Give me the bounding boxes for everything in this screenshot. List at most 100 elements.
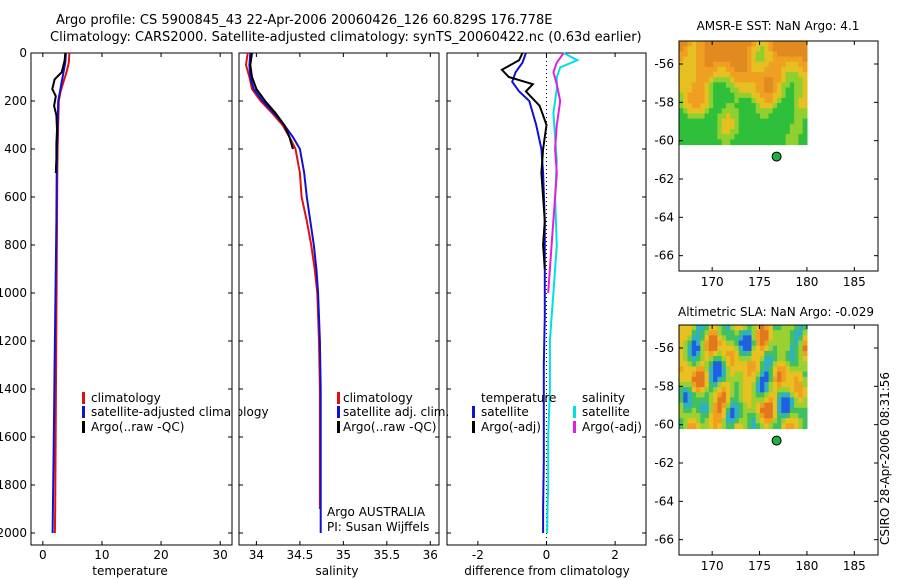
map-cell xyxy=(721,123,727,130)
map-cell xyxy=(683,325,689,331)
map-cell xyxy=(768,87,774,94)
map-cell xyxy=(704,139,710,146)
map-cell xyxy=(708,66,714,73)
map-cell xyxy=(704,361,710,368)
map-cell xyxy=(696,392,701,399)
map-cell xyxy=(730,335,736,342)
map-cell xyxy=(802,366,808,373)
map-cell xyxy=(730,41,736,47)
map-cell xyxy=(696,77,701,84)
map-cell xyxy=(768,61,774,68)
map-cell xyxy=(794,87,799,94)
y-tick-label: 1000 xyxy=(0,286,27,300)
map-cell xyxy=(683,381,689,388)
map-cell xyxy=(764,381,770,388)
map-cell xyxy=(794,397,799,404)
map-cell xyxy=(772,381,778,388)
map-cell xyxy=(730,103,736,109)
map-cell xyxy=(755,118,761,125)
map-cell xyxy=(713,56,718,63)
map-cell xyxy=(738,361,744,368)
map-cell xyxy=(725,376,731,383)
map-cell xyxy=(755,41,761,47)
map-cell xyxy=(683,103,689,109)
map-cell xyxy=(717,356,723,362)
map-cell xyxy=(747,123,753,130)
map-cell xyxy=(781,340,787,347)
map-cell xyxy=(725,366,731,373)
map-cell xyxy=(789,335,795,342)
map-cell xyxy=(751,128,757,135)
map-cell xyxy=(742,87,748,94)
map-cell xyxy=(738,77,744,84)
map-cell xyxy=(751,412,757,419)
map-cell xyxy=(700,361,706,368)
map-cell xyxy=(785,103,791,109)
map-cell xyxy=(687,423,693,430)
map-cell xyxy=(738,46,744,52)
map-cell xyxy=(785,345,791,352)
map-cell xyxy=(734,61,740,68)
map-cell xyxy=(781,139,787,146)
map-cell xyxy=(742,376,748,383)
map-cell xyxy=(696,123,701,130)
map-cell xyxy=(798,128,804,135)
map-cell xyxy=(708,407,714,414)
map-cell xyxy=(794,350,799,357)
map-cell xyxy=(738,330,744,336)
map-cell xyxy=(764,41,770,47)
map-cell xyxy=(794,108,799,115)
map-cell xyxy=(738,72,744,78)
map-cell xyxy=(785,46,791,52)
map-cell xyxy=(764,51,770,58)
map-cell xyxy=(785,356,791,362)
salinity-legend: climatology satellite adj. clim. Argo(..… xyxy=(337,391,449,434)
map-cell xyxy=(785,418,791,424)
map-cell xyxy=(785,82,791,89)
map-cell xyxy=(755,123,761,130)
map-cell xyxy=(679,97,684,104)
map-cell xyxy=(691,376,697,383)
map-cell xyxy=(768,108,774,115)
map-cell xyxy=(738,128,744,135)
map-cell xyxy=(734,108,740,115)
map-cell xyxy=(764,123,770,130)
map-cell xyxy=(679,139,684,146)
map-cell xyxy=(781,407,787,414)
map-cell xyxy=(700,350,706,357)
map-cell xyxy=(802,376,808,383)
map-cell xyxy=(781,366,787,373)
map-cell xyxy=(725,97,731,104)
map-cell xyxy=(696,387,701,393)
map-cell xyxy=(789,402,795,409)
map-cell xyxy=(768,92,774,99)
map-cell xyxy=(772,77,778,84)
map-cell xyxy=(760,412,765,419)
map-cell xyxy=(730,66,736,73)
legend-label: Argo(-adj) xyxy=(481,420,541,434)
map-cell xyxy=(696,418,701,424)
map-cell xyxy=(725,392,731,399)
map-cell xyxy=(802,350,808,357)
map-cell xyxy=(721,139,727,146)
map-cell xyxy=(734,77,740,84)
map-cell xyxy=(696,46,701,52)
map-cell xyxy=(717,412,723,419)
map-cell xyxy=(772,325,778,331)
map-cell xyxy=(704,397,710,404)
map-cell xyxy=(755,361,761,368)
map-cell xyxy=(717,381,723,388)
map-cell xyxy=(725,108,731,115)
map-cell xyxy=(755,418,761,424)
map-cell xyxy=(760,325,765,331)
map-cell xyxy=(713,128,718,135)
map-cell xyxy=(755,330,761,336)
map-cell xyxy=(747,387,753,393)
map-cell xyxy=(747,77,753,84)
map-cell xyxy=(691,46,697,52)
map-cell xyxy=(768,345,774,352)
map-cell xyxy=(768,77,774,84)
map-cell xyxy=(785,77,791,84)
legend-swatch-blue xyxy=(82,406,85,418)
map-cell xyxy=(742,92,748,99)
